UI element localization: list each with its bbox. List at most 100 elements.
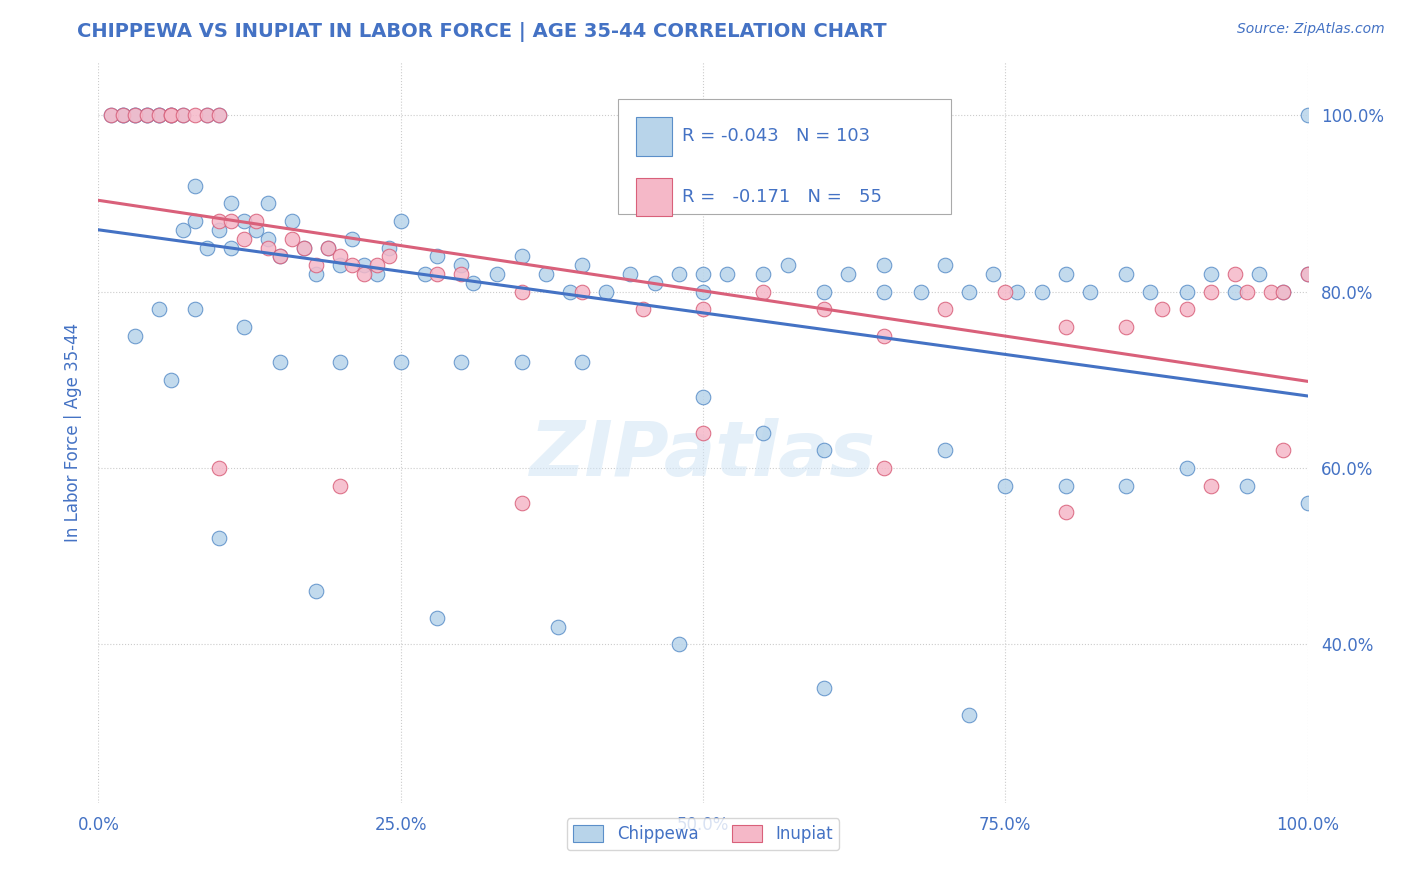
Point (208, 461, 231, 475)
Point (1236, 478, 1258, 492)
Point (184, 108, 207, 122)
Point (644, 276, 666, 290)
Point (1115, 267, 1137, 281)
Point (184, 214, 207, 228)
Point (353, 267, 375, 281)
Point (450, 355, 472, 369)
Point (1236, 285, 1258, 299)
Point (245, 214, 267, 228)
Point (776, 258, 799, 272)
Point (1260, 285, 1282, 299)
Point (100, 108, 122, 122)
Point (1296, 267, 1319, 281)
Point (752, 267, 775, 281)
Point (1223, 267, 1246, 281)
Point (1199, 478, 1222, 492)
Point (342, 258, 364, 272)
Point (1007, 285, 1029, 299)
Point (1272, 285, 1295, 299)
Point (692, 285, 714, 299)
Point (148, 302, 170, 317)
Text: Source: ZipAtlas.com: Source: ZipAtlas.com (1237, 22, 1385, 37)
Point (111, 108, 134, 122)
Point (256, 196, 278, 211)
Point (1115, 478, 1137, 492)
Point (329, 355, 352, 369)
Point (957, 285, 980, 299)
Text: CHIPPEWA VS INUPIAT IN LABOR FORCE | AGE 35-44 CORRELATION CHART: CHIPPEWA VS INUPIAT IN LABOR FORCE | AGE… (77, 22, 887, 42)
Point (510, 496, 533, 510)
Point (426, 610, 449, 624)
Point (1175, 461, 1198, 475)
Point (1199, 285, 1222, 299)
Point (124, 108, 146, 122)
Point (124, 328, 146, 343)
Point (269, 249, 291, 263)
Point (1139, 285, 1161, 299)
Point (366, 267, 388, 281)
Y-axis label: In Labor Force | Age 35-44: In Labor Force | Age 35-44 (63, 323, 82, 542)
Point (692, 425, 714, 440)
Point (195, 240, 218, 255)
Point (837, 267, 859, 281)
FancyBboxPatch shape (637, 117, 672, 156)
Point (232, 319, 254, 334)
Point (1175, 285, 1198, 299)
Point (1054, 319, 1077, 334)
Point (208, 532, 231, 546)
Point (1031, 285, 1053, 299)
Point (160, 108, 183, 122)
Point (389, 214, 412, 228)
Point (1152, 302, 1174, 317)
Point (316, 240, 339, 255)
Point (1078, 285, 1101, 299)
Point (1296, 108, 1319, 122)
Point (994, 478, 1017, 492)
Point (148, 108, 170, 122)
Point (195, 108, 218, 122)
Point (957, 707, 980, 722)
Point (547, 619, 569, 633)
Point (595, 285, 617, 299)
Point (245, 223, 267, 237)
Point (208, 108, 231, 122)
Point (934, 258, 956, 272)
Point (172, 223, 194, 237)
Point (1272, 443, 1295, 458)
Point (269, 249, 291, 263)
Point (221, 240, 243, 255)
Point (221, 196, 243, 211)
Point (342, 232, 364, 246)
Point (111, 108, 134, 122)
Point (389, 355, 412, 369)
Point (195, 108, 218, 122)
Point (1296, 496, 1319, 510)
Point (1054, 478, 1077, 492)
Point (148, 108, 170, 122)
Point (873, 258, 896, 272)
Point (463, 276, 485, 290)
Point (160, 373, 183, 387)
Point (232, 214, 254, 228)
Point (292, 240, 315, 255)
Point (377, 240, 399, 255)
Point (160, 108, 183, 122)
Point (752, 285, 775, 299)
Point (1054, 505, 1077, 519)
Text: R =   -0.171   N =   55: R = -0.171 N = 55 (682, 188, 883, 206)
FancyBboxPatch shape (619, 99, 950, 214)
Point (160, 108, 183, 122)
Text: R = -0.043   N = 103: R = -0.043 N = 103 (682, 128, 870, 145)
Point (426, 267, 449, 281)
Point (1199, 267, 1222, 281)
Point (813, 443, 835, 458)
Point (1223, 285, 1246, 299)
FancyBboxPatch shape (637, 178, 672, 217)
Point (135, 108, 157, 122)
Point (558, 285, 581, 299)
Point (232, 232, 254, 246)
Point (135, 108, 157, 122)
Point (316, 240, 339, 255)
Point (813, 285, 835, 299)
Point (426, 249, 449, 263)
